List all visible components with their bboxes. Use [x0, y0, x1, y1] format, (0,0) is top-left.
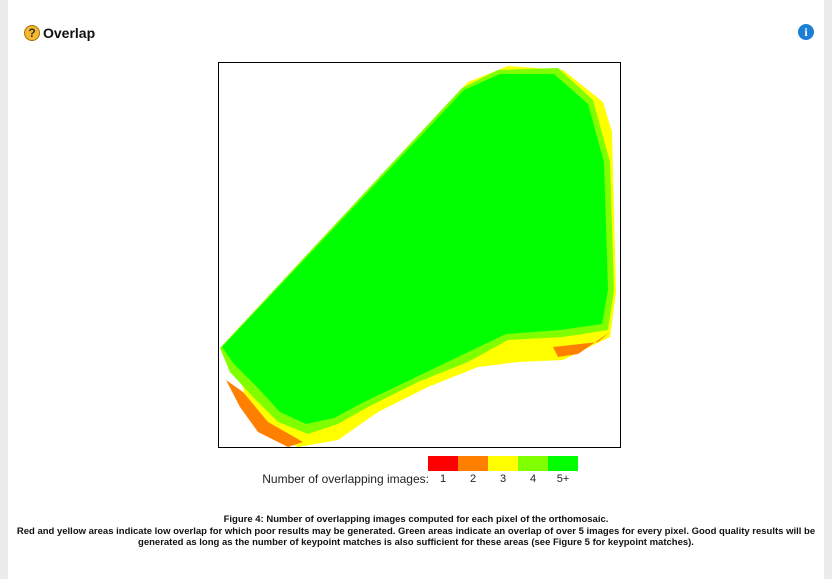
low-overlap-edge	[226, 380, 303, 447]
overlap-map	[218, 62, 621, 448]
caption-text: Red and yellow areas indicate low overla…	[16, 525, 816, 549]
caption-title: Figure 4: Number of overlapping images c…	[223, 514, 609, 525]
legend-item: 3	[488, 456, 518, 486]
section-title: Overlap	[43, 25, 96, 41]
legend-item: 4	[518, 456, 548, 486]
legend-swatch	[518, 456, 548, 471]
legend-text: 1	[439, 473, 447, 485]
legend-swatch	[428, 456, 458, 471]
legend-swatch	[458, 456, 488, 471]
help-icon[interactable]: ?	[24, 25, 40, 41]
legend-item: 2	[458, 456, 488, 486]
legend-item: 5+	[548, 456, 578, 486]
legend-swatch	[488, 456, 518, 471]
legend-text: 3	[499, 473, 507, 485]
info-icon[interactable]: i	[798, 24, 814, 40]
legend-label: Number of overlapping images:	[262, 472, 429, 486]
legend-item: 1	[428, 456, 458, 486]
caption: Figure 4: Number of overlapping images c…	[12, 514, 820, 549]
high-overlap	[222, 74, 608, 424]
legend-text: 4	[529, 473, 537, 485]
legend-swatch	[548, 456, 578, 471]
report-panel: ? Overlap i Number of overlapping images…	[8, 0, 824, 579]
legend-text: 5+	[556, 473, 570, 485]
low-overlap-edge	[553, 332, 610, 357]
legend: 1 2 3 4 5+	[428, 456, 578, 486]
legend-text: 2	[469, 473, 477, 485]
